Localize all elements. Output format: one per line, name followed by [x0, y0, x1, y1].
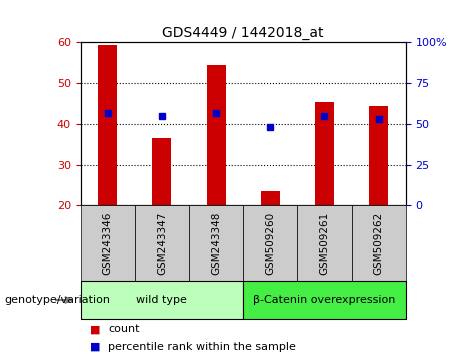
Bar	[315, 102, 334, 205]
Text: ■: ■	[90, 342, 100, 352]
Text: GSM243348: GSM243348	[211, 212, 221, 275]
Bar	[153, 138, 171, 205]
Text: percentile rank within the sample: percentile rank within the sample	[108, 342, 296, 352]
Text: genotype/variation: genotype/variation	[5, 295, 111, 305]
Bar	[207, 65, 225, 205]
Text: GSM243347: GSM243347	[157, 212, 167, 275]
Text: wild type: wild type	[136, 295, 187, 305]
Text: ■: ■	[90, 324, 100, 334]
Bar	[98, 45, 117, 205]
Bar	[369, 105, 388, 205]
Text: count: count	[108, 324, 140, 334]
Text: β-Catenin overexpression: β-Catenin overexpression	[253, 295, 396, 305]
Text: GSM509261: GSM509261	[319, 212, 330, 275]
Text: GSM509262: GSM509262	[373, 212, 384, 275]
Bar	[261, 191, 280, 205]
Text: GSM243346: GSM243346	[103, 212, 113, 275]
Text: GSM509260: GSM509260	[265, 212, 275, 275]
Title: GDS4449 / 1442018_at: GDS4449 / 1442018_at	[162, 26, 324, 40]
